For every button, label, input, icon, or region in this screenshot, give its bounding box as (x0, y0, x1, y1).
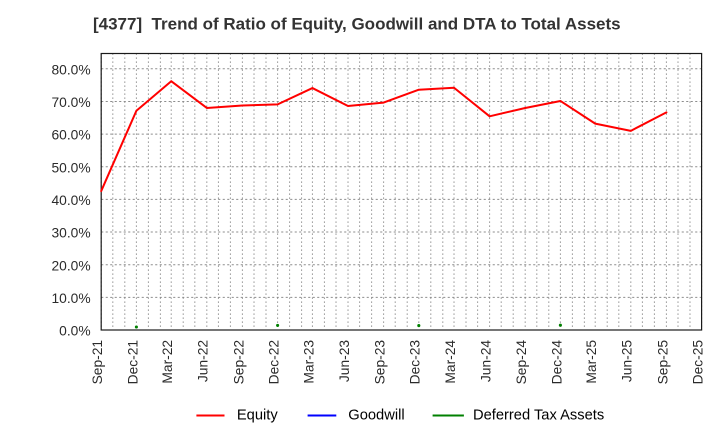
svg-text:Dec-21: Dec-21 (125, 340, 140, 384)
svg-text:Sep-23: Sep-23 (373, 340, 388, 385)
svg-text:70.0%: 70.0% (51, 95, 90, 110)
svg-text:30.0%: 30.0% (51, 226, 90, 241)
svg-text:50.0%: 50.0% (51, 160, 90, 175)
svg-text:Mar-23: Mar-23 (301, 340, 316, 384)
svg-text:Sep-24: Sep-24 (514, 340, 529, 385)
svg-text:Sep-25: Sep-25 (655, 340, 670, 385)
svg-text:Equity: Equity (237, 408, 278, 424)
svg-text:Mar-22: Mar-22 (160, 340, 175, 384)
svg-text:Sep-21: Sep-21 (90, 340, 105, 385)
svg-text:Dec-25: Dec-25 (691, 340, 706, 385)
svg-text:Sep-22: Sep-22 (231, 340, 246, 385)
svg-text:Mar-25: Mar-25 (584, 340, 599, 384)
svg-text:Jun-22: Jun-22 (196, 340, 211, 382)
svg-text:Dec-23: Dec-23 (408, 340, 423, 385)
svg-text:0.0%: 0.0% (59, 324, 90, 339)
svg-text:Mar-24: Mar-24 (443, 340, 458, 384)
svg-text:Jun-24: Jun-24 (479, 340, 494, 383)
svg-text:Dec-22: Dec-22 (267, 340, 282, 384)
svg-text:10.0%: 10.0% (51, 291, 90, 306)
svg-text:Jun-23: Jun-23 (337, 340, 352, 383)
svg-text:Deferred Tax Assets: Deferred Tax Assets (473, 408, 604, 424)
svg-text:Jun-25: Jun-25 (620, 340, 635, 383)
svg-text:Goodwill: Goodwill (348, 408, 404, 424)
svg-text:Dec-24: Dec-24 (549, 340, 564, 385)
svg-text:40.0%: 40.0% (51, 193, 90, 208)
svg-text:80.0%: 80.0% (51, 62, 90, 77)
svg-text:20.0%: 20.0% (51, 258, 90, 273)
svg-text:[4377] Trend of Ratio of Equi: [4377] Trend of Ratio of Equity, Goodwil… (93, 15, 621, 34)
svg-text:60.0%: 60.0% (51, 128, 90, 143)
